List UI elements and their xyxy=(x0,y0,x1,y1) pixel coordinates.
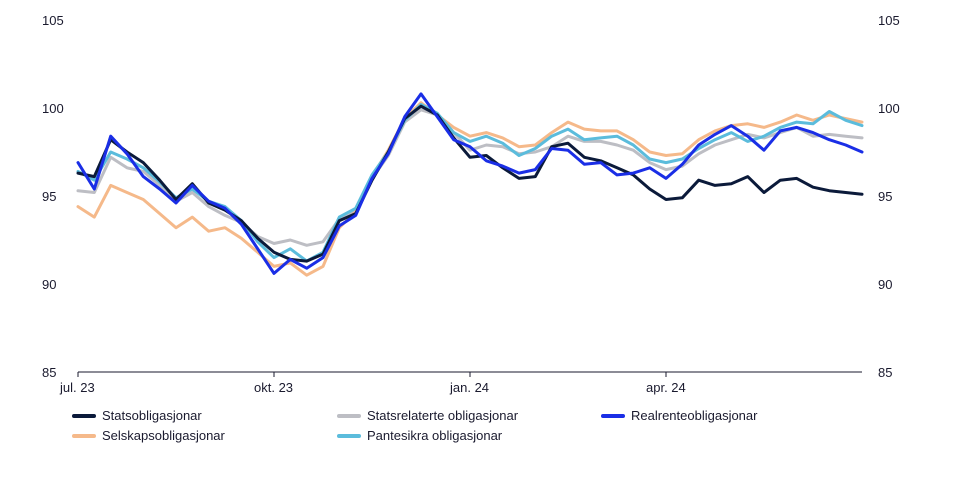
y-tick-label-left: 105 xyxy=(42,13,64,28)
y-tick-label-right: 100 xyxy=(878,101,900,116)
x-tick-label: okt. 23 xyxy=(254,380,293,395)
legend-swatch xyxy=(601,413,625,418)
legend-swatch xyxy=(72,433,96,438)
y-tick-label-left: 85 xyxy=(42,365,56,380)
y-tick-label-right: 105 xyxy=(878,13,900,28)
y-tick-label-left: 95 xyxy=(42,189,56,204)
legend-swatch xyxy=(72,413,96,418)
y-tick-label-right: 85 xyxy=(878,365,892,380)
x-tick-label: jul. 23 xyxy=(59,380,95,395)
series-lines xyxy=(76,92,864,277)
legend-label: Statsrelaterte obligasjonar xyxy=(367,408,519,423)
legend-swatch xyxy=(337,433,361,438)
y-tick-label-left: 90 xyxy=(42,277,56,292)
legend-label: Pantesikra obligasjonar xyxy=(367,428,503,443)
y-tick-label-right: 90 xyxy=(878,277,892,292)
legend-item-realrente: Realrenteobligasjonar xyxy=(601,408,757,423)
left-y-axis: 105 100 95 90 85 xyxy=(42,13,64,380)
x-axis: jul. 23 okt. 23 jan. 24 apr. 24 xyxy=(59,372,686,395)
legend-label: Selskapsobligasjonar xyxy=(102,428,225,443)
right-y-axis: 105 100 95 90 85 xyxy=(878,13,900,380)
legend-label: Realrenteobligasjonar xyxy=(631,408,758,423)
x-tick-label: apr. 24 xyxy=(646,380,686,395)
series-line-pantesikra-obligasjonar xyxy=(76,103,864,263)
series-line-statsrelaterte-obligasjonar xyxy=(76,108,864,247)
legend-item-statsrelaterte: Statsrelaterte obligasjonar xyxy=(337,408,518,423)
series-line-statsobligasjonar xyxy=(76,104,864,263)
y-tick-label-right: 95 xyxy=(878,189,892,204)
legend-swatch xyxy=(337,413,361,418)
legend-label: Statsobligasjonar xyxy=(102,408,202,423)
legend-item-pantesikra: Pantesikra obligasjonar xyxy=(337,428,502,443)
legend-item-selskaps: Selskapsobligasjonar xyxy=(72,428,225,443)
y-tick-label-left: 100 xyxy=(42,101,64,116)
x-tick-label: jan. 24 xyxy=(449,380,489,395)
legend-item-statsobligasjonar: Statsobligasjonar xyxy=(72,408,202,423)
series-line-realrenteobligasjonar xyxy=(76,92,864,275)
